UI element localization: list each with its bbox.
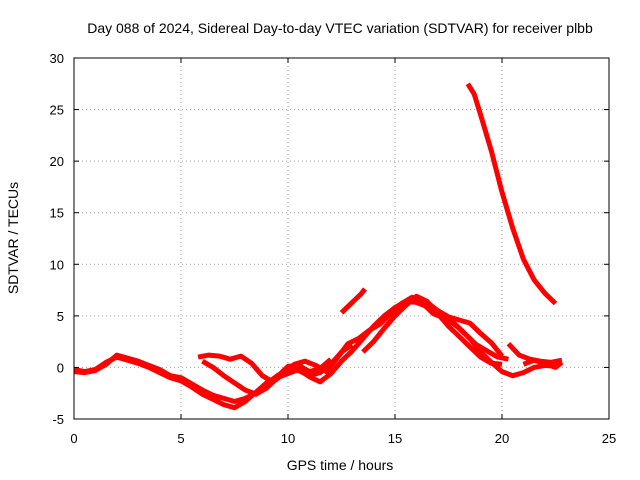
series-line-sat-h	[522, 357, 564, 370]
y-tick-label: 10	[50, 257, 64, 272]
y-tick-label: 20	[50, 154, 64, 169]
series-line-sat-i	[339, 287, 367, 315]
chart-title: Day 088 of 2024, Sidereal Day-to-day VTE…	[87, 20, 593, 36]
y-tick-label: 5	[57, 309, 64, 324]
series-line-sat-j	[465, 82, 558, 306]
y-axis-label: SDTVAR / TECUs	[5, 182, 21, 294]
x-tick-label: 20	[495, 431, 509, 446]
x-tick-label: 10	[281, 431, 295, 446]
y-tick-label: 30	[50, 51, 64, 66]
y-tick-label: 0	[57, 360, 64, 375]
y-tick-label: -5	[52, 412, 64, 427]
series-layer	[73, 82, 564, 411]
series-line-sat-b	[73, 354, 333, 411]
x-axis-label: GPS time / hours	[287, 457, 394, 473]
plot-frame	[73, 57, 610, 420]
x-tick-label: 15	[388, 431, 402, 446]
y-tick-label: 25	[50, 103, 64, 118]
series-line-sat-f	[425, 300, 504, 358]
x-tick-label: 25	[602, 431, 616, 446]
series-line-sat-d	[201, 298, 556, 397]
y-tick-label: 15	[50, 206, 64, 221]
x-tick-label: 0	[70, 431, 77, 446]
x-tick-label: 5	[177, 431, 184, 446]
ticks-layer: 0 5 10 15 20 25 -5 0 5 10 15 20 25 30	[50, 51, 617, 446]
